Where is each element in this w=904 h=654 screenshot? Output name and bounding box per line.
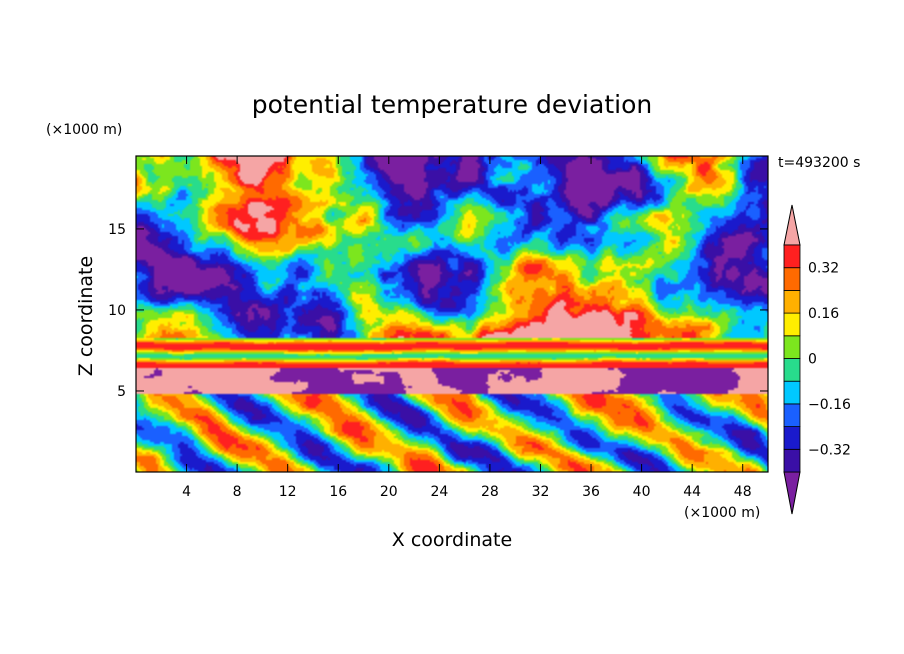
colorbar-band [783,335,801,359]
time-label: t=493200 s [778,155,860,171]
x-tick-label: 40 [633,484,651,500]
y-tick-label: 5 [117,384,126,400]
x-unit-label: (×1000 m) [684,505,760,521]
y-tick-label: 10 [108,303,126,319]
colorbar-band [783,358,801,382]
colorbar: 0.32 0.16 0 −0.16 −0.32 [783,204,851,515]
colorbar-label: 0.32 [808,261,839,277]
colorbar-band [783,448,801,473]
x-tick-label: 32 [532,484,550,500]
colorbar-band [783,312,801,337]
colorbar-band [783,403,801,427]
contour-field [136,156,768,472]
x-tick-label: 24 [430,484,448,500]
x-tick-label: 4 [182,484,191,500]
colorbar-label: 0 [808,352,817,368]
colorbar-band [783,426,801,450]
x-tick-label: 16 [329,484,347,500]
x-tick-label: 44 [683,484,701,500]
colorbar-band [783,267,801,291]
colorbar-band [783,289,801,314]
colorbar-band [783,380,801,405]
x-tick-label: 8 [233,484,242,500]
x-tick-label: 12 [279,484,297,500]
x-tick-label: 20 [380,484,398,500]
x-axis-label: X coordinate [392,529,512,551]
y-axis: 5 10 15 [108,222,768,400]
colorbar-label: −0.32 [808,442,851,458]
colorbar-label: −0.16 [808,397,851,413]
x-tick-label: 48 [734,484,752,500]
plot-frame [135,155,769,473]
colorbar-extend-bottom [783,471,801,515]
colorbar-label: 0.16 [808,306,839,322]
y-unit-label: (×1000 m) [46,122,122,138]
colorbar-band [783,244,801,269]
plot-area [135,155,769,473]
chart-title: potential temperature deviation [252,90,652,119]
x-tick-label: 28 [481,484,499,500]
colorbar-extend-top [783,204,801,246]
x-tick-label: 36 [582,484,600,500]
y-tick-label: 15 [108,222,126,238]
x-axis: 4 8 12 16 20 24 28 32 36 40 44 48 [182,156,752,500]
y-axis-label: Z coordinate [75,256,97,376]
